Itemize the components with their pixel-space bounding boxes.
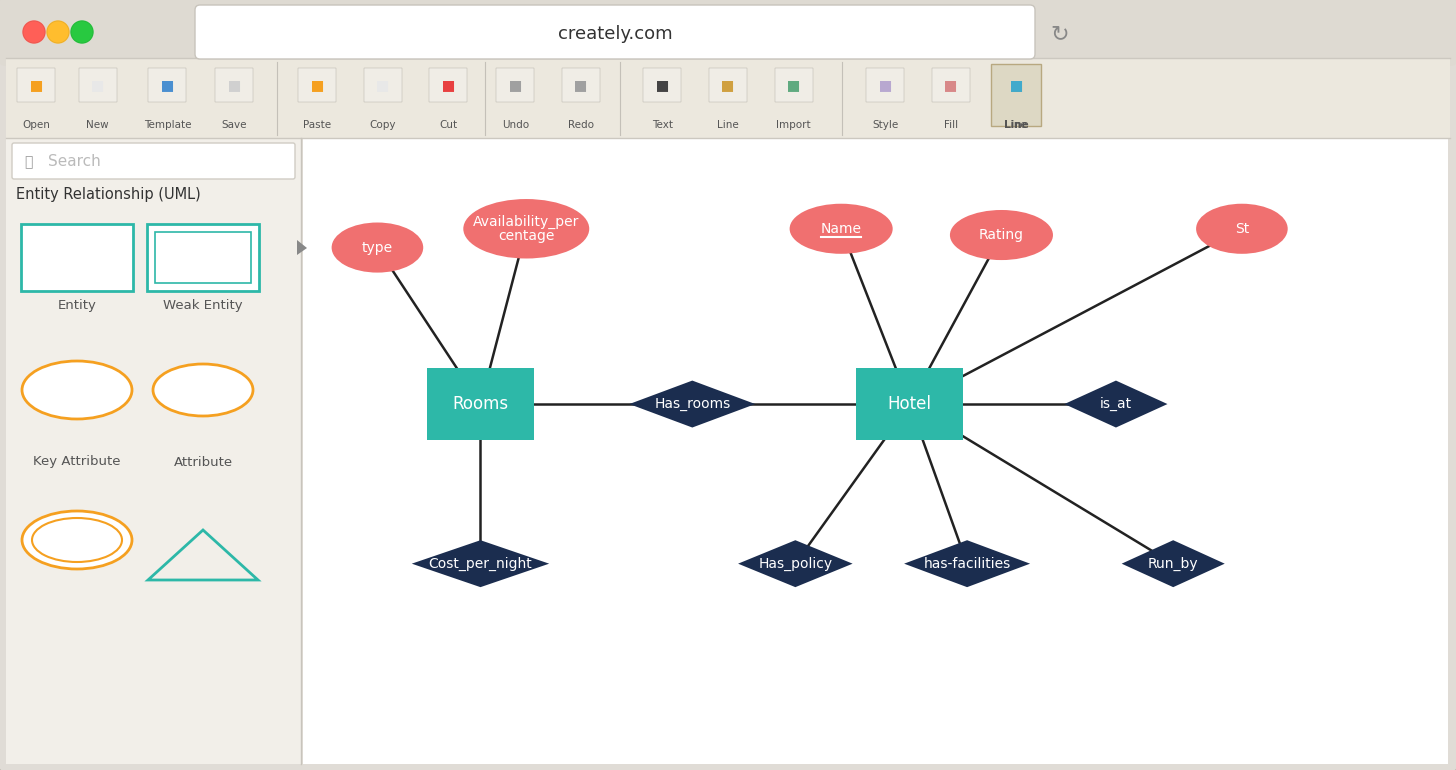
- Text: 🔍: 🔍: [23, 155, 32, 169]
- Text: Attribute: Attribute: [173, 456, 233, 468]
- Text: ▪: ▪: [655, 75, 670, 95]
- Text: ▪: ▪: [90, 75, 105, 95]
- Polygon shape: [1121, 541, 1224, 588]
- Text: has-facilities: has-facilities: [923, 557, 1010, 571]
- Bar: [303, 138, 1449, 764]
- FancyBboxPatch shape: [364, 68, 402, 102]
- Text: Copy: Copy: [370, 120, 396, 130]
- Polygon shape: [738, 541, 853, 588]
- Polygon shape: [904, 541, 1029, 588]
- Text: ▪: ▪: [878, 75, 893, 95]
- Text: Template: Template: [144, 120, 191, 130]
- Text: ▪: ▪: [943, 75, 958, 95]
- FancyBboxPatch shape: [644, 68, 681, 102]
- Text: Rating: Rating: [978, 228, 1024, 242]
- Text: centage: centage: [498, 229, 555, 243]
- Text: Open: Open: [22, 120, 51, 130]
- Text: Text: Text: [652, 120, 673, 130]
- Text: New: New: [86, 120, 109, 130]
- Text: ▪: ▪: [508, 75, 523, 95]
- Text: ▪: ▪: [1009, 75, 1024, 95]
- FancyBboxPatch shape: [0, 0, 1456, 66]
- FancyBboxPatch shape: [932, 68, 970, 102]
- Ellipse shape: [789, 204, 893, 254]
- Ellipse shape: [22, 361, 132, 419]
- Text: ▪: ▪: [160, 75, 175, 95]
- Text: ▪: ▪: [574, 75, 588, 95]
- FancyBboxPatch shape: [992, 64, 1041, 126]
- FancyBboxPatch shape: [298, 68, 336, 102]
- Text: is_at: is_at: [1099, 397, 1131, 411]
- Ellipse shape: [332, 223, 424, 273]
- FancyBboxPatch shape: [79, 68, 116, 102]
- FancyBboxPatch shape: [147, 224, 259, 291]
- Text: Key Attribute: Key Attribute: [33, 456, 121, 468]
- Text: Cost_per_night: Cost_per_night: [428, 557, 533, 571]
- Circle shape: [23, 21, 45, 43]
- Bar: [6, 58, 1450, 138]
- FancyBboxPatch shape: [775, 68, 812, 102]
- Text: Entity Relationship (UML): Entity Relationship (UML): [16, 188, 201, 203]
- FancyBboxPatch shape: [154, 232, 250, 283]
- Text: Weak Entity: Weak Entity: [163, 300, 243, 313]
- Ellipse shape: [949, 210, 1053, 260]
- Polygon shape: [1064, 380, 1168, 427]
- Text: Import: Import: [776, 120, 811, 130]
- Text: Style: Style: [872, 120, 898, 130]
- Text: Paste: Paste: [303, 120, 332, 130]
- FancyBboxPatch shape: [496, 68, 534, 102]
- Text: Redo: Redo: [568, 120, 594, 130]
- FancyBboxPatch shape: [12, 143, 296, 179]
- Polygon shape: [629, 380, 756, 427]
- Text: Has_rooms: Has_rooms: [654, 397, 731, 411]
- Circle shape: [71, 21, 93, 43]
- FancyBboxPatch shape: [856, 367, 964, 440]
- FancyBboxPatch shape: [866, 68, 904, 102]
- Text: ▪: ▪: [227, 75, 242, 95]
- Text: St: St: [1235, 222, 1249, 236]
- Ellipse shape: [32, 518, 122, 562]
- Text: ▪: ▪: [786, 75, 801, 95]
- FancyBboxPatch shape: [149, 68, 186, 102]
- Text: Undo: Undo: [502, 120, 529, 130]
- Text: Line: Line: [718, 120, 738, 130]
- Polygon shape: [412, 541, 549, 588]
- Text: ▪: ▪: [376, 75, 390, 95]
- Text: ▪: ▪: [29, 75, 44, 95]
- Text: Line: Line: [1005, 120, 1028, 130]
- FancyBboxPatch shape: [17, 68, 55, 102]
- Bar: [6, 30, 1450, 58]
- Ellipse shape: [1195, 204, 1287, 254]
- Text: ▪: ▪: [310, 75, 325, 95]
- Text: Name: Name: [821, 222, 862, 236]
- FancyBboxPatch shape: [997, 68, 1035, 102]
- Circle shape: [47, 21, 68, 43]
- Text: Save: Save: [221, 120, 248, 130]
- Text: Entity: Entity: [58, 300, 96, 313]
- Text: ↻: ↻: [1051, 24, 1069, 44]
- Text: Line: Line: [1006, 120, 1026, 130]
- Text: creately.com: creately.com: [558, 25, 673, 43]
- FancyBboxPatch shape: [20, 224, 132, 291]
- Text: Cut: Cut: [440, 120, 457, 130]
- FancyBboxPatch shape: [709, 68, 747, 102]
- Text: Hotel: Hotel: [888, 395, 932, 413]
- FancyBboxPatch shape: [562, 68, 600, 102]
- FancyBboxPatch shape: [195, 5, 1035, 59]
- FancyBboxPatch shape: [430, 68, 467, 102]
- Text: ▪: ▪: [441, 75, 456, 95]
- Polygon shape: [297, 240, 307, 255]
- Text: type: type: [363, 240, 393, 255]
- Text: Rooms: Rooms: [453, 395, 508, 413]
- Ellipse shape: [22, 511, 132, 569]
- Text: Has_policy: Has_policy: [759, 557, 833, 571]
- Text: Search: Search: [48, 155, 100, 169]
- Text: Availability_per: Availability_per: [473, 215, 579, 229]
- Text: Run_by: Run_by: [1147, 557, 1198, 571]
- Ellipse shape: [463, 199, 590, 259]
- FancyBboxPatch shape: [427, 367, 534, 440]
- Ellipse shape: [153, 364, 253, 416]
- Text: ▪: ▪: [1009, 75, 1024, 95]
- FancyBboxPatch shape: [215, 68, 253, 102]
